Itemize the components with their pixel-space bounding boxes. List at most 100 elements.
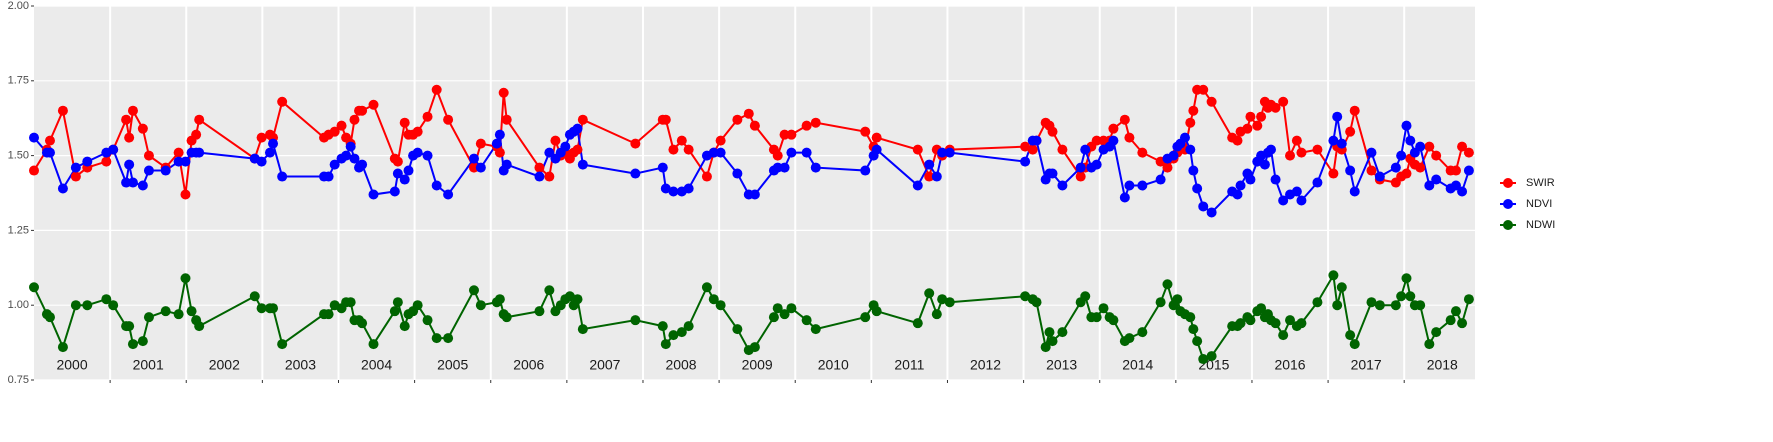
- point: [660, 339, 671, 350]
- point: [399, 174, 410, 185]
- point: [779, 162, 790, 173]
- point: [1124, 180, 1135, 191]
- point: [1040, 342, 1051, 353]
- point: [44, 147, 55, 158]
- x-tick-label: 2006: [513, 357, 544, 373]
- point: [1345, 165, 1356, 176]
- point: [1401, 168, 1412, 179]
- point: [1057, 144, 1068, 155]
- point: [501, 312, 512, 323]
- point: [572, 144, 583, 155]
- point: [924, 171, 935, 182]
- point: [1285, 150, 1296, 161]
- point: [1366, 297, 1377, 308]
- x-tick-label: 2001: [133, 357, 164, 373]
- x-tick-label: 2014: [1122, 357, 1153, 373]
- point: [357, 105, 368, 116]
- x-tick-label: 2008: [665, 357, 696, 373]
- point: [501, 159, 512, 170]
- y-tick-label: 1.50: [8, 150, 29, 162]
- point: [389, 186, 400, 197]
- point: [564, 291, 575, 302]
- point: [1245, 315, 1256, 326]
- y-tick-label: 1.00: [8, 299, 29, 311]
- x-tick-label: 2002: [209, 357, 240, 373]
- point: [1185, 117, 1196, 128]
- point: [1047, 336, 1058, 347]
- point: [1424, 180, 1435, 191]
- point: [475, 162, 486, 173]
- point: [1235, 180, 1246, 191]
- point: [924, 159, 935, 170]
- point: [1312, 297, 1323, 308]
- point: [944, 147, 955, 158]
- point: [749, 342, 760, 353]
- point: [1374, 300, 1385, 311]
- point: [732, 114, 743, 125]
- point: [1232, 135, 1243, 146]
- point: [137, 180, 148, 191]
- point: [1027, 144, 1038, 155]
- point: [1162, 162, 1173, 173]
- x-tick-label: 2004: [361, 357, 392, 373]
- point: [173, 147, 184, 158]
- point: [1179, 132, 1190, 143]
- point: [494, 147, 505, 158]
- point: [676, 135, 687, 146]
- point: [194, 147, 205, 158]
- point: [1168, 150, 1179, 161]
- point: [534, 162, 545, 173]
- point: [786, 129, 797, 140]
- point: [1349, 339, 1360, 350]
- point: [1390, 300, 1401, 311]
- x-tick-label: 2005: [437, 357, 468, 373]
- point: [389, 306, 400, 317]
- point: [124, 132, 135, 143]
- point: [1245, 174, 1256, 185]
- point: [786, 147, 797, 158]
- point: [630, 138, 641, 149]
- point: [1291, 135, 1302, 146]
- point: [683, 321, 694, 332]
- point: [121, 177, 132, 188]
- point: [101, 294, 112, 305]
- point: [1431, 174, 1442, 185]
- point: [1256, 111, 1267, 122]
- point: [186, 306, 197, 317]
- point: [443, 114, 454, 125]
- point: [368, 99, 379, 110]
- x-tick-label: 2009: [742, 357, 773, 373]
- point: [1091, 135, 1102, 146]
- point: [44, 312, 55, 323]
- point: [810, 117, 821, 128]
- point: [630, 315, 641, 326]
- point: [498, 87, 509, 98]
- point: [349, 153, 360, 164]
- point: [268, 303, 279, 314]
- point: [749, 120, 760, 131]
- point: [701, 282, 712, 293]
- point: [494, 129, 505, 140]
- point: [323, 309, 334, 320]
- point: [468, 153, 479, 164]
- point: [657, 162, 668, 173]
- point: [143, 312, 154, 323]
- point: [1336, 138, 1347, 149]
- point: [772, 303, 783, 314]
- point: [345, 297, 356, 308]
- point: [256, 303, 267, 314]
- point: [82, 156, 93, 167]
- point: [668, 186, 679, 197]
- point: [160, 306, 171, 317]
- point: [1345, 330, 1356, 341]
- legend-marker: [1503, 220, 1513, 230]
- point: [1390, 162, 1401, 173]
- point: [810, 324, 821, 335]
- point: [368, 339, 379, 350]
- point: [1108, 315, 1119, 326]
- point: [1020, 291, 1031, 302]
- point: [1450, 180, 1461, 191]
- point: [1259, 159, 1270, 170]
- point: [403, 165, 414, 176]
